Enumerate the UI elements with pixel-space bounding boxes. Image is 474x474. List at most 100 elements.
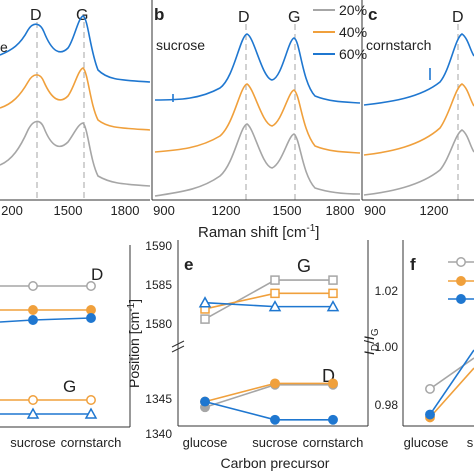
panel-d: D G sucrose cornstarch [0, 245, 131, 450]
y-tick-f-1: 1.00 [375, 340, 399, 354]
spectrum-40-a [0, 67, 151, 131]
g-peak-label-b: G [288, 9, 300, 26]
panel-letter-c: c [368, 5, 377, 24]
panel-f: f 1.02 1.00 0.98 ID/IG glucose s [361, 240, 474, 450]
x-tick-b-1: 1200 [212, 203, 241, 218]
spectrum-40-c [363, 83, 474, 156]
panel-d-series-2-point-1 [86, 313, 96, 323]
g-peak-label-panel-e: G [297, 256, 311, 276]
spectrum-60-b [154, 33, 361, 104]
panel-f-legend-marker-2 [456, 294, 466, 304]
category-label-e-1: sucrose [252, 435, 298, 450]
spectrum-20-c [363, 129, 474, 196]
panel-d-series-1-point-1 [86, 305, 96, 315]
panel-e-series-1-point-2 [328, 288, 338, 299]
panel-e-series-2-point-2 [326, 300, 340, 312]
panel-e-series-5-line [204, 400, 333, 421]
raman-x-axis-title: Raman shift [cm-1] [198, 223, 319, 241]
panel-e-series-0-line [204, 279, 333, 320]
panel-letter-f: f [410, 255, 416, 274]
axis-break-2 [171, 345, 185, 353]
legend: 20% 40% 60% [313, 2, 367, 62]
category-label-e-2: cornstarch [303, 435, 364, 450]
x-tick-b-2: 1500 [273, 203, 302, 218]
axis-break-1 [171, 340, 185, 348]
panel-d-series-4-point-0 [26, 407, 40, 419]
panel-f-legend-marker-1 [456, 276, 466, 286]
panel-d-series-0-point-1 [86, 281, 96, 291]
y-tick-e-3: 1345 [145, 392, 172, 406]
panel-e-series-2-point-1 [268, 300, 282, 312]
panel-letter-b: b [154, 5, 164, 24]
x-tick-a-1: 1500 [54, 203, 83, 218]
panel-f-series-2-line [429, 349, 474, 416]
x-tick-b-0: 900 [153, 203, 175, 218]
y-tick-e-1: 1585 [145, 278, 172, 292]
category-label-f-1: s [467, 435, 474, 450]
sample-label-c: cornstarch [366, 37, 431, 53]
y-axis-title-e: Position [cm-1] [126, 299, 142, 388]
panel-d-series-4-point-1 [84, 407, 98, 419]
x-tick-c-1: 1200 [420, 203, 449, 218]
legend-label-60: 60% [339, 46, 367, 62]
panel-f-series-2-point-0 [425, 409, 435, 420]
legend-label-20: 20% [339, 2, 367, 18]
panel-f-legend-marker-0 [456, 257, 466, 267]
d-peak-label-b: D [238, 9, 250, 26]
x-axis-title-e: Carbon precursor [221, 455, 330, 471]
panel-d-series-2-point-0 [28, 315, 38, 325]
panel-f-series-0-line [429, 357, 474, 390]
panel-e-series-4-point-1 [270, 378, 280, 389]
panel-e-series-5-point-1 [270, 414, 280, 425]
x-tick-c-0: 900 [364, 203, 386, 218]
sample-label-a: e [0, 39, 8, 55]
panel-d-series-3-point-0 [28, 395, 38, 405]
category-label-f-0: glucose [404, 435, 449, 450]
y-tick-f-2: 0.98 [375, 398, 399, 412]
spectrum-20-b [154, 123, 361, 197]
x-tick-a-2: 1800 [111, 203, 140, 218]
panel-letter-e: e [184, 255, 193, 274]
d-peak-label-panel-d: D [91, 265, 103, 284]
panel-e: e 1590 1585 1580 1345 1340 G D glucose s… [126, 239, 369, 471]
panel-d-series-2-line [0, 317, 92, 323]
raman-panel-b: b D G sucrose 900 1200 1500 1800 [151, 0, 361, 218]
panel-d-series-1-point-0 [28, 305, 38, 315]
sample-label-b: sucrose [156, 37, 205, 53]
panel-e-series-0-point-2 [328, 275, 338, 285]
panel-e-series [198, 275, 340, 425]
panel-e-series-0-point-0 [200, 314, 210, 324]
panel-e-series-0-point-1 [270, 275, 280, 285]
panel-e-series-5-point-0 [200, 396, 210, 407]
spectrum-40-b [154, 83, 361, 154]
panel-d-series [0, 281, 98, 419]
spectrum-60-c [363, 33, 474, 106]
panel-f-series-0-point-0 [425, 383, 435, 394]
g-peak-label-panel-d: G [63, 377, 76, 396]
d-peak-label-a: D [30, 7, 42, 24]
spectrum-20-a [0, 120, 151, 187]
panel-d-series-0-point-0 [28, 281, 38, 291]
y-tick-e-4: 1340 [145, 427, 172, 441]
panel-e-series-4-point-2 [328, 378, 338, 389]
panel-e-series-1-point-1 [270, 288, 280, 299]
x-tick-b-3: 1800 [326, 203, 355, 218]
legend-label-40: 40% [339, 24, 367, 40]
x-tick-a-0: 200 [1, 203, 23, 218]
category-label-e-0: glucose [183, 435, 228, 450]
y-tick-e-2: 1580 [145, 317, 172, 331]
y-tick-f-0: 1.02 [375, 284, 399, 298]
panel-f-series-1-line [429, 367, 474, 418]
category-label-d-1: cornstarch [61, 435, 122, 450]
spectrum-60-a [0, 15, 151, 83]
y-axis-title-f: ID/IG [361, 328, 381, 355]
y-tick-e-0: 1590 [145, 239, 172, 253]
panel-e-series-2-point-0 [198, 296, 212, 308]
panel-d-series-3-point-1 [86, 395, 96, 405]
raman-panel-c: c D cornstarch 900 1200 [361, 0, 474, 218]
panel-f-series [425, 257, 474, 423]
category-label-d-0: sucrose [10, 435, 56, 450]
raman-panel-a: D G e 200 1500 1800 [0, 7, 151, 218]
panel-e-series-5-point-2 [328, 414, 338, 425]
